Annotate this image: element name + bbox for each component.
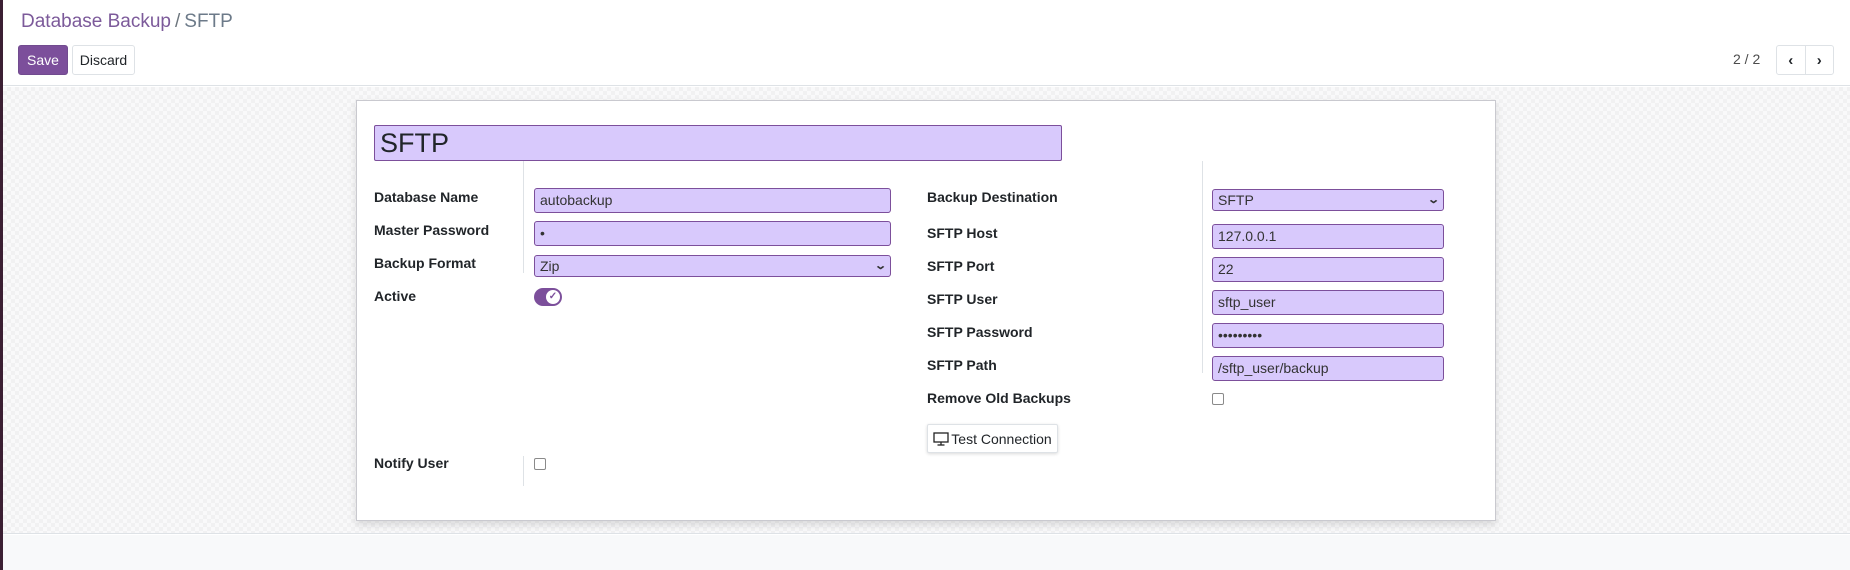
master-password-label: Master Password <box>374 222 490 238</box>
sftp-user-label: SFTP User <box>927 291 998 307</box>
name-input[interactable]: SFTP <box>374 125 1062 161</box>
check-icon: ✓ <box>546 290 560 304</box>
sftp-port-label: SFTP Port <box>927 258 995 274</box>
chevron-right-icon[interactable]: › <box>1804 46 1834 74</box>
pager-value: 2 / 2 <box>1733 51 1761 67</box>
active-toggle[interactable]: ✓ <box>534 288 562 306</box>
notify-user-label: Notify User <box>374 455 449 471</box>
chatter-area <box>3 535 1850 570</box>
database-name-input[interactable]: autobackup <box>534 188 891 213</box>
backup-format-value: Zip <box>540 258 560 274</box>
remove-old-backups-label: Remove Old Backups <box>927 390 1071 406</box>
sftp-path-label: SFTP Path <box>927 357 997 373</box>
database-name-label: Database Name <box>374 189 479 205</box>
discard-button[interactable]: Discard <box>72 45 135 75</box>
sftp-password-label: SFTP Password <box>927 324 1033 340</box>
sftp-host-label: SFTP Host <box>927 225 998 241</box>
form-sheet: SFTP Database Name autobackup Master Pas… <box>356 100 1496 521</box>
backup-destination-value: SFTP <box>1218 192 1254 208</box>
left-group-separator <box>523 161 524 273</box>
master-password-input[interactable]: • <box>534 221 891 246</box>
test-connection-button[interactable]: Test Connection <box>927 424 1058 453</box>
desktop-icon <box>933 431 949 446</box>
sftp-path-input[interactable]: /sftp_user/backup <box>1212 356 1444 381</box>
backup-format-select[interactable]: Zip ⌄ <box>534 255 891 277</box>
notify-separator <box>523 456 524 486</box>
breadcrumb: Database Backup / SFTP <box>21 11 233 33</box>
pager: ‹ › <box>1776 45 1834 75</box>
chevron-down-icon: ⌄ <box>873 260 887 272</box>
breadcrumb-separator: / <box>175 11 181 32</box>
active-label: Active <box>374 288 417 304</box>
breadcrumb-current: SFTP <box>184 11 233 32</box>
test-connection-label: Test Connection <box>951 430 1052 447</box>
control-panel: Database Backup / SFTP Save Discard 2 / 2 … <box>3 0 1850 86</box>
chevron-left-icon[interactable]: ‹ <box>1788 51 1794 69</box>
remove-old-backups-checkbox[interactable] <box>1212 393 1224 405</box>
backup-destination-label: Backup Destination <box>927 189 1058 205</box>
right-group-separator <box>1202 161 1203 373</box>
backup-format-label: Backup Format <box>374 255 476 271</box>
sftp-password-input[interactable]: ••••••••• <box>1212 323 1444 348</box>
notify-user-checkbox[interactable] <box>534 458 546 470</box>
left-edge <box>0 0 3 570</box>
sftp-user-input[interactable]: sftp_user <box>1212 290 1444 315</box>
chevron-down-icon: ⌄ <box>1426 194 1440 206</box>
sftp-host-input[interactable]: 127.0.0.1 <box>1212 224 1444 249</box>
save-button[interactable]: Save <box>18 45 68 75</box>
backup-destination-select[interactable]: SFTP ⌄ <box>1212 189 1444 211</box>
sftp-port-input[interactable]: 22 <box>1212 257 1444 282</box>
breadcrumb-parent-link[interactable]: Database Backup <box>21 11 171 32</box>
